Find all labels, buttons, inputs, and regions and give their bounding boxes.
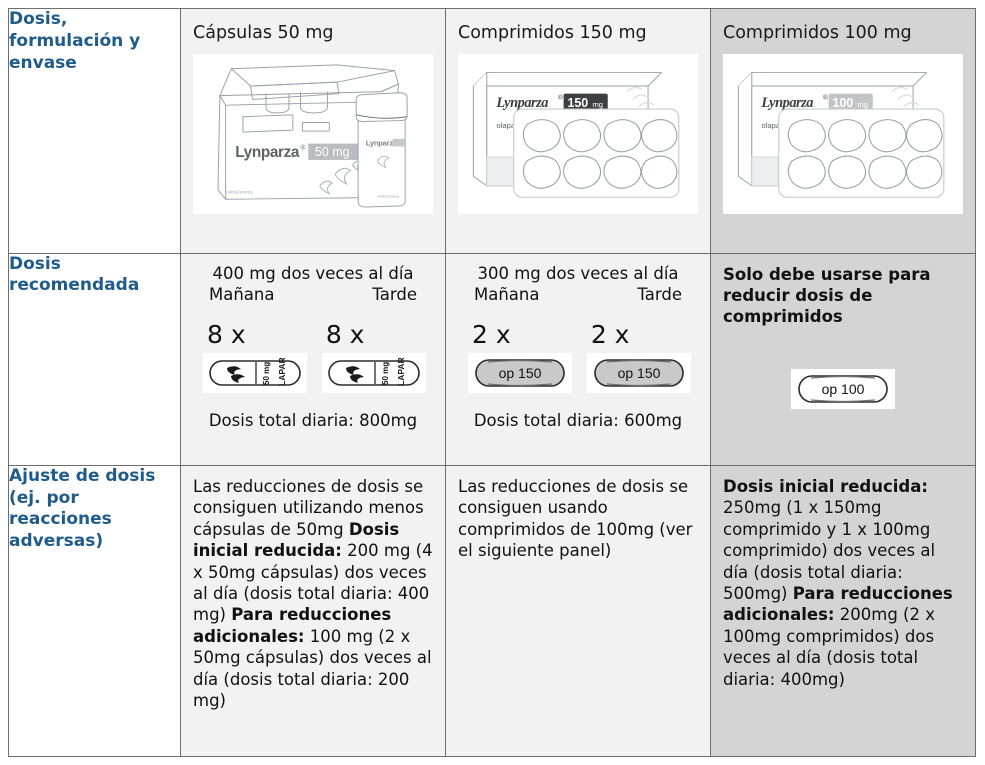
tab150-evening-group: 2 x op 150 xyxy=(586,320,691,397)
adjustment-tab150-cell: Las reducciones de dosis se consiguen us… xyxy=(445,464,711,758)
recommended-tab150-cell: 300 mg dos veces al día Mañana Tarde 2 x xyxy=(445,252,711,466)
row-label-formulation-cell: Dosis, formulación y envase xyxy=(8,8,181,254)
svg-text:AstraZeneca: AstraZeneca xyxy=(377,194,400,198)
row-label-recommended-cell: Dosis recomendada xyxy=(8,252,181,466)
svg-text:LAPAR: LAPAR xyxy=(396,358,406,387)
column-tab150-formulation-cell: Comprimidos 150 mg Lynparza ® xyxy=(445,8,711,254)
tab150-morning-tablet-icon: op 150 xyxy=(468,353,572,394)
tab150-total-daily-dose: Dosis total diaria: 600mg xyxy=(473,411,683,431)
cap50-further-label: Para reducciones adicionales: xyxy=(193,605,392,646)
svg-text:150: 150 xyxy=(567,96,588,110)
tablet-icon: op 100 xyxy=(798,375,888,403)
svg-text:AstraZeneca: AstraZeneca xyxy=(226,190,253,196)
tab150-morning-count: 2 x xyxy=(472,320,511,350)
cap50-morning-group: 8 x 50 mg LAPA xyxy=(203,320,307,397)
row-label-adjustment: Ajuste de dosis (ej. por reacciones adve… xyxy=(9,465,156,551)
cap50-reduced-text: 200 mg (4 x 50mg cápsulas) dos veces al … xyxy=(193,541,433,625)
cap50-dose-line: 400 mg dos veces al día xyxy=(212,263,414,283)
cap50-morning-label: Mañana xyxy=(209,285,275,305)
svg-text:op 150: op 150 xyxy=(617,365,660,381)
svg-text:Lynparza: Lynparza xyxy=(235,144,300,161)
svg-text:LAPAR: LAPAR xyxy=(277,358,287,387)
tab150-evening-label: Tarde xyxy=(637,285,682,305)
lynparza-dosing-table: Dosis, formulación y envase Cápsulas 50 … xyxy=(8,8,976,758)
tab100-reduction-only-warning: Solo debe usarse para reducir dosis de c… xyxy=(723,264,931,326)
recommended-tab100-cell: Solo debe usarse para reducir dosis de c… xyxy=(710,252,976,466)
row-label-formulation: Dosis, formulación y envase xyxy=(9,9,141,73)
cap50-evening-label: Tarde xyxy=(372,285,417,305)
tablet-carton-blister-illustration-100: Lynparza ® 100 mg olaparib xyxy=(737,72,945,198)
lynparza-150mg-tablet-pack-image: Lynparza ® 150 mg olaparib xyxy=(458,54,698,214)
tablet-icon: op 150 xyxy=(594,359,684,388)
capsule-carton-illustration: Lynparza ® 50 mg AstraZeneca xyxy=(217,64,408,208)
recommended-cap50-cell: 400 mg dos veces al día Mañana Tarde 8 x xyxy=(180,252,446,466)
svg-text:Lynparza: Lynparza xyxy=(366,139,398,148)
tab150-morning-label: Mañana xyxy=(474,285,540,305)
tab150-morning-group: 2 x op 150 xyxy=(468,320,572,397)
svg-text:Lynparza: Lynparza xyxy=(760,95,813,111)
row-label-recommended: Dosis recomendada xyxy=(9,253,140,296)
svg-text:50 mg: 50 mg xyxy=(262,362,271,385)
lynparza-100mg-tablet-pack-image: Lynparza ® 100 mg olaparib xyxy=(723,54,963,214)
capsule-icon: 50 mg LAPAR xyxy=(328,358,420,387)
svg-text:®: ® xyxy=(301,143,306,151)
tab150-adjustment-intro: Las reducciones de dosis se consiguen us… xyxy=(458,476,693,561)
cap50-further-text: 100 mg (2 x 50mg cápsulas) dos veces al … xyxy=(193,626,432,711)
adjustment-cap50-cell: Las reducciones de dosis se consiguen ut… xyxy=(180,464,446,758)
svg-text:olaparib: olaparib xyxy=(496,121,523,130)
tablet-carton-blister-illustration-150: Lynparza ® 150 mg olaparib xyxy=(472,72,680,198)
tablet-icon: op 150 xyxy=(475,359,565,388)
column-header-cap50: Cápsulas 50 mg xyxy=(193,23,334,43)
column-cap50-formulation-cell: Cápsulas 50 mg xyxy=(180,8,446,254)
table-row-formulation: Dosis, formulación y envase Cápsulas 50 … xyxy=(8,8,976,254)
tab100-reduced-label: Dosis inicial reducida: xyxy=(723,476,928,496)
cap50-morning-capsule-icon: 50 mg LAPAR xyxy=(203,353,307,394)
cap50-evening-count: 8 x xyxy=(325,320,365,350)
svg-text:100: 100 xyxy=(832,96,853,110)
svg-text:50 mg: 50 mg xyxy=(315,145,350,159)
svg-text:®: ® xyxy=(558,93,563,101)
cap50-evening-group: 8 x 50 mg LAPA xyxy=(321,320,426,397)
column-header-tab150: Comprimidos 150 mg xyxy=(458,23,647,43)
cap50-morning-count: 8 x xyxy=(207,320,246,350)
cap50-evening-capsule-icon: 50 mg LAPAR xyxy=(321,353,426,394)
svg-text:op 100: op 100 xyxy=(822,381,865,397)
svg-text:Lynparza: Lynparza xyxy=(495,95,548,111)
cap50-total-daily-dose: Dosis total diaria: 800mg xyxy=(208,411,418,431)
column-header-tab100: Comprimidos 100 mg xyxy=(723,23,912,43)
capsule-icon: 50 mg LAPAR xyxy=(209,358,301,387)
tab150-evening-tablet-icon: op 150 xyxy=(586,353,691,394)
tab100-adjustment-text: Dosis inicial reducida: 250mg (1 x 150mg… xyxy=(723,476,963,690)
tab150-evening-count: 2 x xyxy=(590,320,630,350)
column-tab100-formulation-cell: Comprimidos 100 mg Lynparza ® 100 m xyxy=(710,8,976,254)
tab100-further-label: Para reducciones adicionales: xyxy=(723,583,953,625)
svg-text:mg: mg xyxy=(592,100,603,109)
svg-text:olaparib: olaparib xyxy=(761,121,788,130)
tab150-adjustment-text: Las reducciones de dosis se consiguen us… xyxy=(458,476,698,562)
adjustment-tab100-cell: Dosis inicial reducida: 250mg (1 x 150mg… xyxy=(710,464,976,758)
row-label-adjustment-cell: Ajuste de dosis (ej. por reacciones adve… xyxy=(8,464,181,758)
table-row-recommended-dose: Dosis recomendada 400 mg dos veces al dí… xyxy=(8,252,976,466)
tab150-dose-line: 300 mg dos veces al día xyxy=(477,263,679,283)
svg-text:50 mg: 50 mg xyxy=(381,362,390,385)
cap50-reduced-label: Dosis inicial reducida: xyxy=(193,519,400,561)
svg-text:op 150: op 150 xyxy=(499,365,542,381)
cap50-adjustment-text: Las reducciones de dosis se consiguen ut… xyxy=(193,476,433,712)
cap50-adjustment-intro: Las reducciones de dosis se consiguen ut… xyxy=(193,476,424,539)
tab100-tablet-icon: op 100 xyxy=(791,368,895,409)
svg-text:mg: mg xyxy=(857,100,868,109)
lynparza-50mg-capsule-pack-image: Lynparza ® 50 mg AstraZeneca xyxy=(193,54,433,214)
tab100-reduced-text: 250mg (1 x 150mg comprimido y 1 x 100mg … xyxy=(723,498,936,603)
table-row-dose-adjustment: Ajuste de dosis (ej. por reacciones adve… xyxy=(8,464,976,758)
tab100-further-text: 200mg (2 x 100mg comprimidos) dos veces … xyxy=(723,605,936,689)
svg-text:®: ® xyxy=(823,93,828,101)
